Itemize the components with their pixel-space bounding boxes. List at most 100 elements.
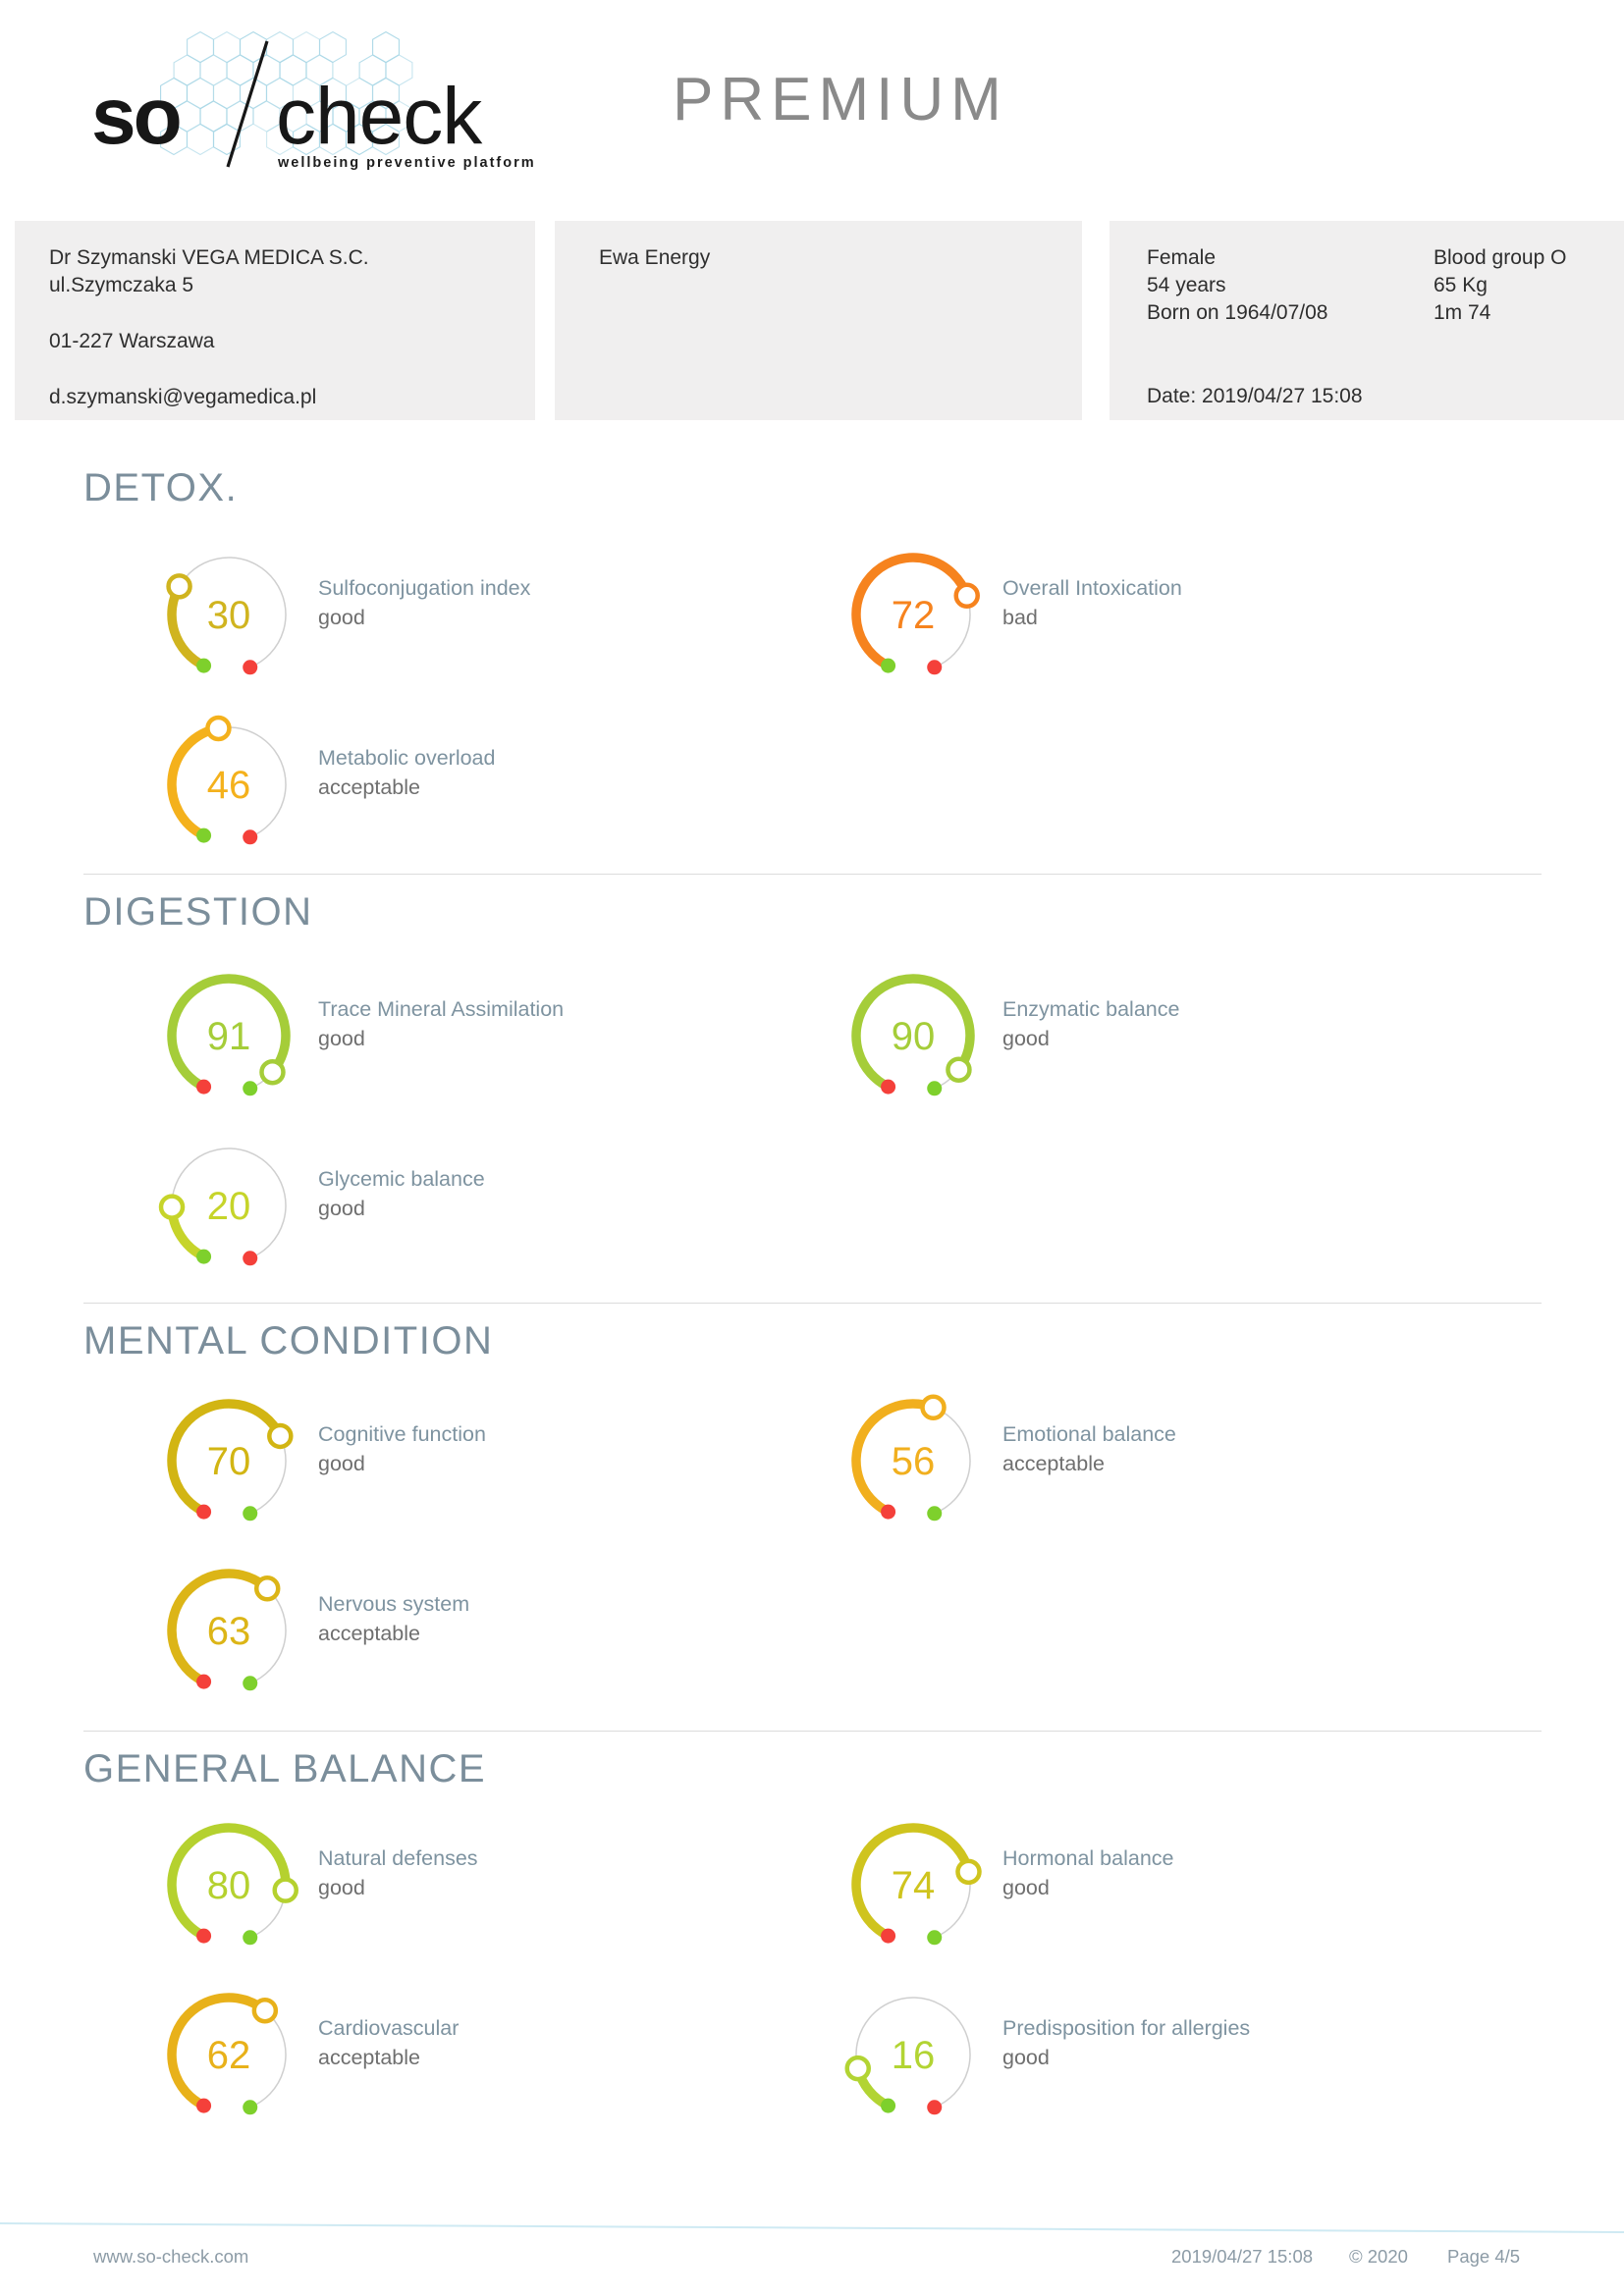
section-title: DETOX.	[83, 466, 239, 509]
gauge-chart: 90	[851, 974, 975, 1096]
green-dot-icon	[243, 1930, 258, 1946]
red-dot-icon	[881, 1928, 896, 1944]
gauge-label: Glycemic balance	[318, 1167, 485, 1191]
gauge-marker-ring	[259, 1058, 286, 1086]
gauge-card: 56 Emotional balance acceptable	[839, 1389, 1468, 1536]
gauge-label: Cognitive function	[318, 1422, 486, 1446]
gauge-marker-ring	[267, 1422, 294, 1450]
practitioner-box: Dr Szymanski VEGA MEDICA S.C. ul.Szymcza…	[15, 221, 535, 420]
patient-box: Female 54 years Born on 1964/07/08 Blood…	[1110, 221, 1624, 420]
gauge-text: Natural defenses good	[318, 1843, 478, 1902]
gauge-card: 63 Nervous system acceptable	[155, 1559, 784, 1706]
gauge-status: good	[318, 606, 365, 629]
red-dot-icon	[196, 2098, 212, 2113]
gauge-status: good	[318, 1197, 365, 1220]
gauge-card: 74 Hormonal balance good	[839, 1813, 1468, 1960]
red-dot-icon	[881, 1079, 896, 1095]
red-dot-icon	[196, 1928, 212, 1944]
gauge-text: Cardiovascular acceptable	[318, 2013, 459, 2072]
gauge-text: Predisposition for allergies good	[1002, 2013, 1250, 2072]
gauge-text: Emotional balance acceptable	[1002, 1419, 1176, 1478]
green-dot-icon	[881, 658, 896, 673]
gauge-card: 20 Glycemic balance good	[155, 1134, 784, 1281]
hexagon-icon	[213, 123, 241, 156]
gauge-status: bad	[1002, 606, 1038, 629]
green-dot-icon	[927, 1081, 943, 1096]
patient-born: Born on 1964/07/08	[1147, 301, 1328, 324]
green-dot-icon	[927, 1506, 943, 1522]
gauge-value: 72	[892, 594, 936, 637]
gauge-value-arc	[167, 1569, 272, 1686]
gauge-value-arc	[851, 1823, 974, 1941]
gauge-text: Hormonal balance good	[1002, 1843, 1174, 1902]
green-dot-icon	[196, 828, 212, 843]
gauge-status: good	[1002, 1027, 1050, 1050]
gauge-value: 46	[207, 764, 251, 807]
gauge-value-arc	[167, 1993, 270, 2110]
gauge-value: 62	[207, 2034, 251, 2077]
red-dot-icon	[927, 660, 943, 675]
gauge-status: good	[1002, 2046, 1050, 2069]
gauge-text: Glycemic balance good	[318, 1164, 485, 1223]
client-box: Ewa Energy	[555, 221, 1082, 420]
gauge-value: 91	[207, 1015, 251, 1058]
gauge-value-arc	[167, 1399, 286, 1517]
gauge-text: Nervous system acceptable	[318, 1589, 469, 1648]
green-dot-icon	[927, 1930, 943, 1946]
gauge-chart: 74	[851, 1823, 982, 1946]
logo-word-so: so	[91, 72, 180, 161]
gauge-value-arc	[167, 723, 224, 840]
practitioner-city: 01-227 Warszawa	[49, 330, 215, 352]
red-dot-icon	[196, 1504, 212, 1520]
section-divider	[83, 1303, 1542, 1304]
gauge-value: 20	[207, 1185, 251, 1228]
gauge-value: 56	[892, 1440, 936, 1483]
footer-datetime: 2019/04/27 15:08	[1171, 2246, 1314, 2267]
logo-slash-icon	[226, 40, 269, 168]
gauge-marker-ring	[205, 715, 232, 742]
footer-copyright: © 2020	[1349, 2246, 1408, 2267]
gauge-marker-ring	[946, 1056, 972, 1083]
gauge-label: Hormonal balance	[1002, 1846, 1174, 1870]
gauge-marker-ring	[844, 2055, 871, 2082]
patient-age: 54 years	[1147, 274, 1226, 296]
gauge-value: 16	[892, 2034, 936, 2077]
gauge-label: Cardiovascular	[318, 2016, 460, 2040]
gauge-label: Metabolic overload	[318, 746, 496, 770]
logo-word-check: check	[276, 72, 483, 161]
red-dot-icon	[881, 1504, 896, 1520]
patient-sex: Female	[1147, 246, 1217, 269]
gauge-text: Sulfoconjugation index good	[318, 573, 530, 632]
green-dot-icon	[196, 1249, 212, 1264]
red-dot-icon	[196, 1079, 212, 1095]
gauge-chart: 62	[167, 1993, 287, 2115]
gauge-value-arc	[851, 553, 972, 670]
gauge-marker-ring	[251, 1997, 279, 2024]
gauge-card: 72 Overall Intoxication bad	[839, 543, 1468, 690]
practitioner-street: ul.Szymczaka 5	[49, 274, 194, 296]
gauge-card: 62 Cardiovascular acceptable	[155, 1983, 784, 2130]
footer-accent-line	[0, 2222, 1624, 2233]
section-divider	[83, 874, 1542, 875]
gauge-marker-ring	[158, 1194, 186, 1220]
gauge-value: 90	[892, 1015, 936, 1058]
gauge-card: 70 Cognitive function good	[155, 1389, 784, 1536]
red-dot-icon	[243, 1251, 258, 1266]
patient-height: 1m 74	[1434, 301, 1491, 324]
gauge-status: acceptable	[318, 2046, 420, 2069]
gauge-label: Overall Intoxication	[1002, 576, 1182, 600]
footer-page-number: Page 4/5	[1447, 2246, 1521, 2267]
gauge-text: Metabolic overload acceptable	[318, 743, 495, 802]
gauge-marker-ring	[166, 573, 192, 600]
gauge-marker-ring	[253, 1575, 281, 1602]
gauge-chart: 30	[166, 557, 287, 675]
gauge-text: Enzymatic balance good	[1002, 994, 1179, 1053]
red-dot-icon	[243, 829, 258, 845]
gauge-chart: 80	[167, 1823, 298, 1946]
gauge-text: Cognitive function good	[318, 1419, 486, 1478]
red-dot-icon	[196, 1674, 212, 1689]
client-name: Ewa Energy	[599, 246, 711, 269]
gauge-status: good	[318, 1027, 365, 1050]
gauge-status: good	[318, 1876, 365, 1899]
red-dot-icon	[243, 660, 258, 675]
